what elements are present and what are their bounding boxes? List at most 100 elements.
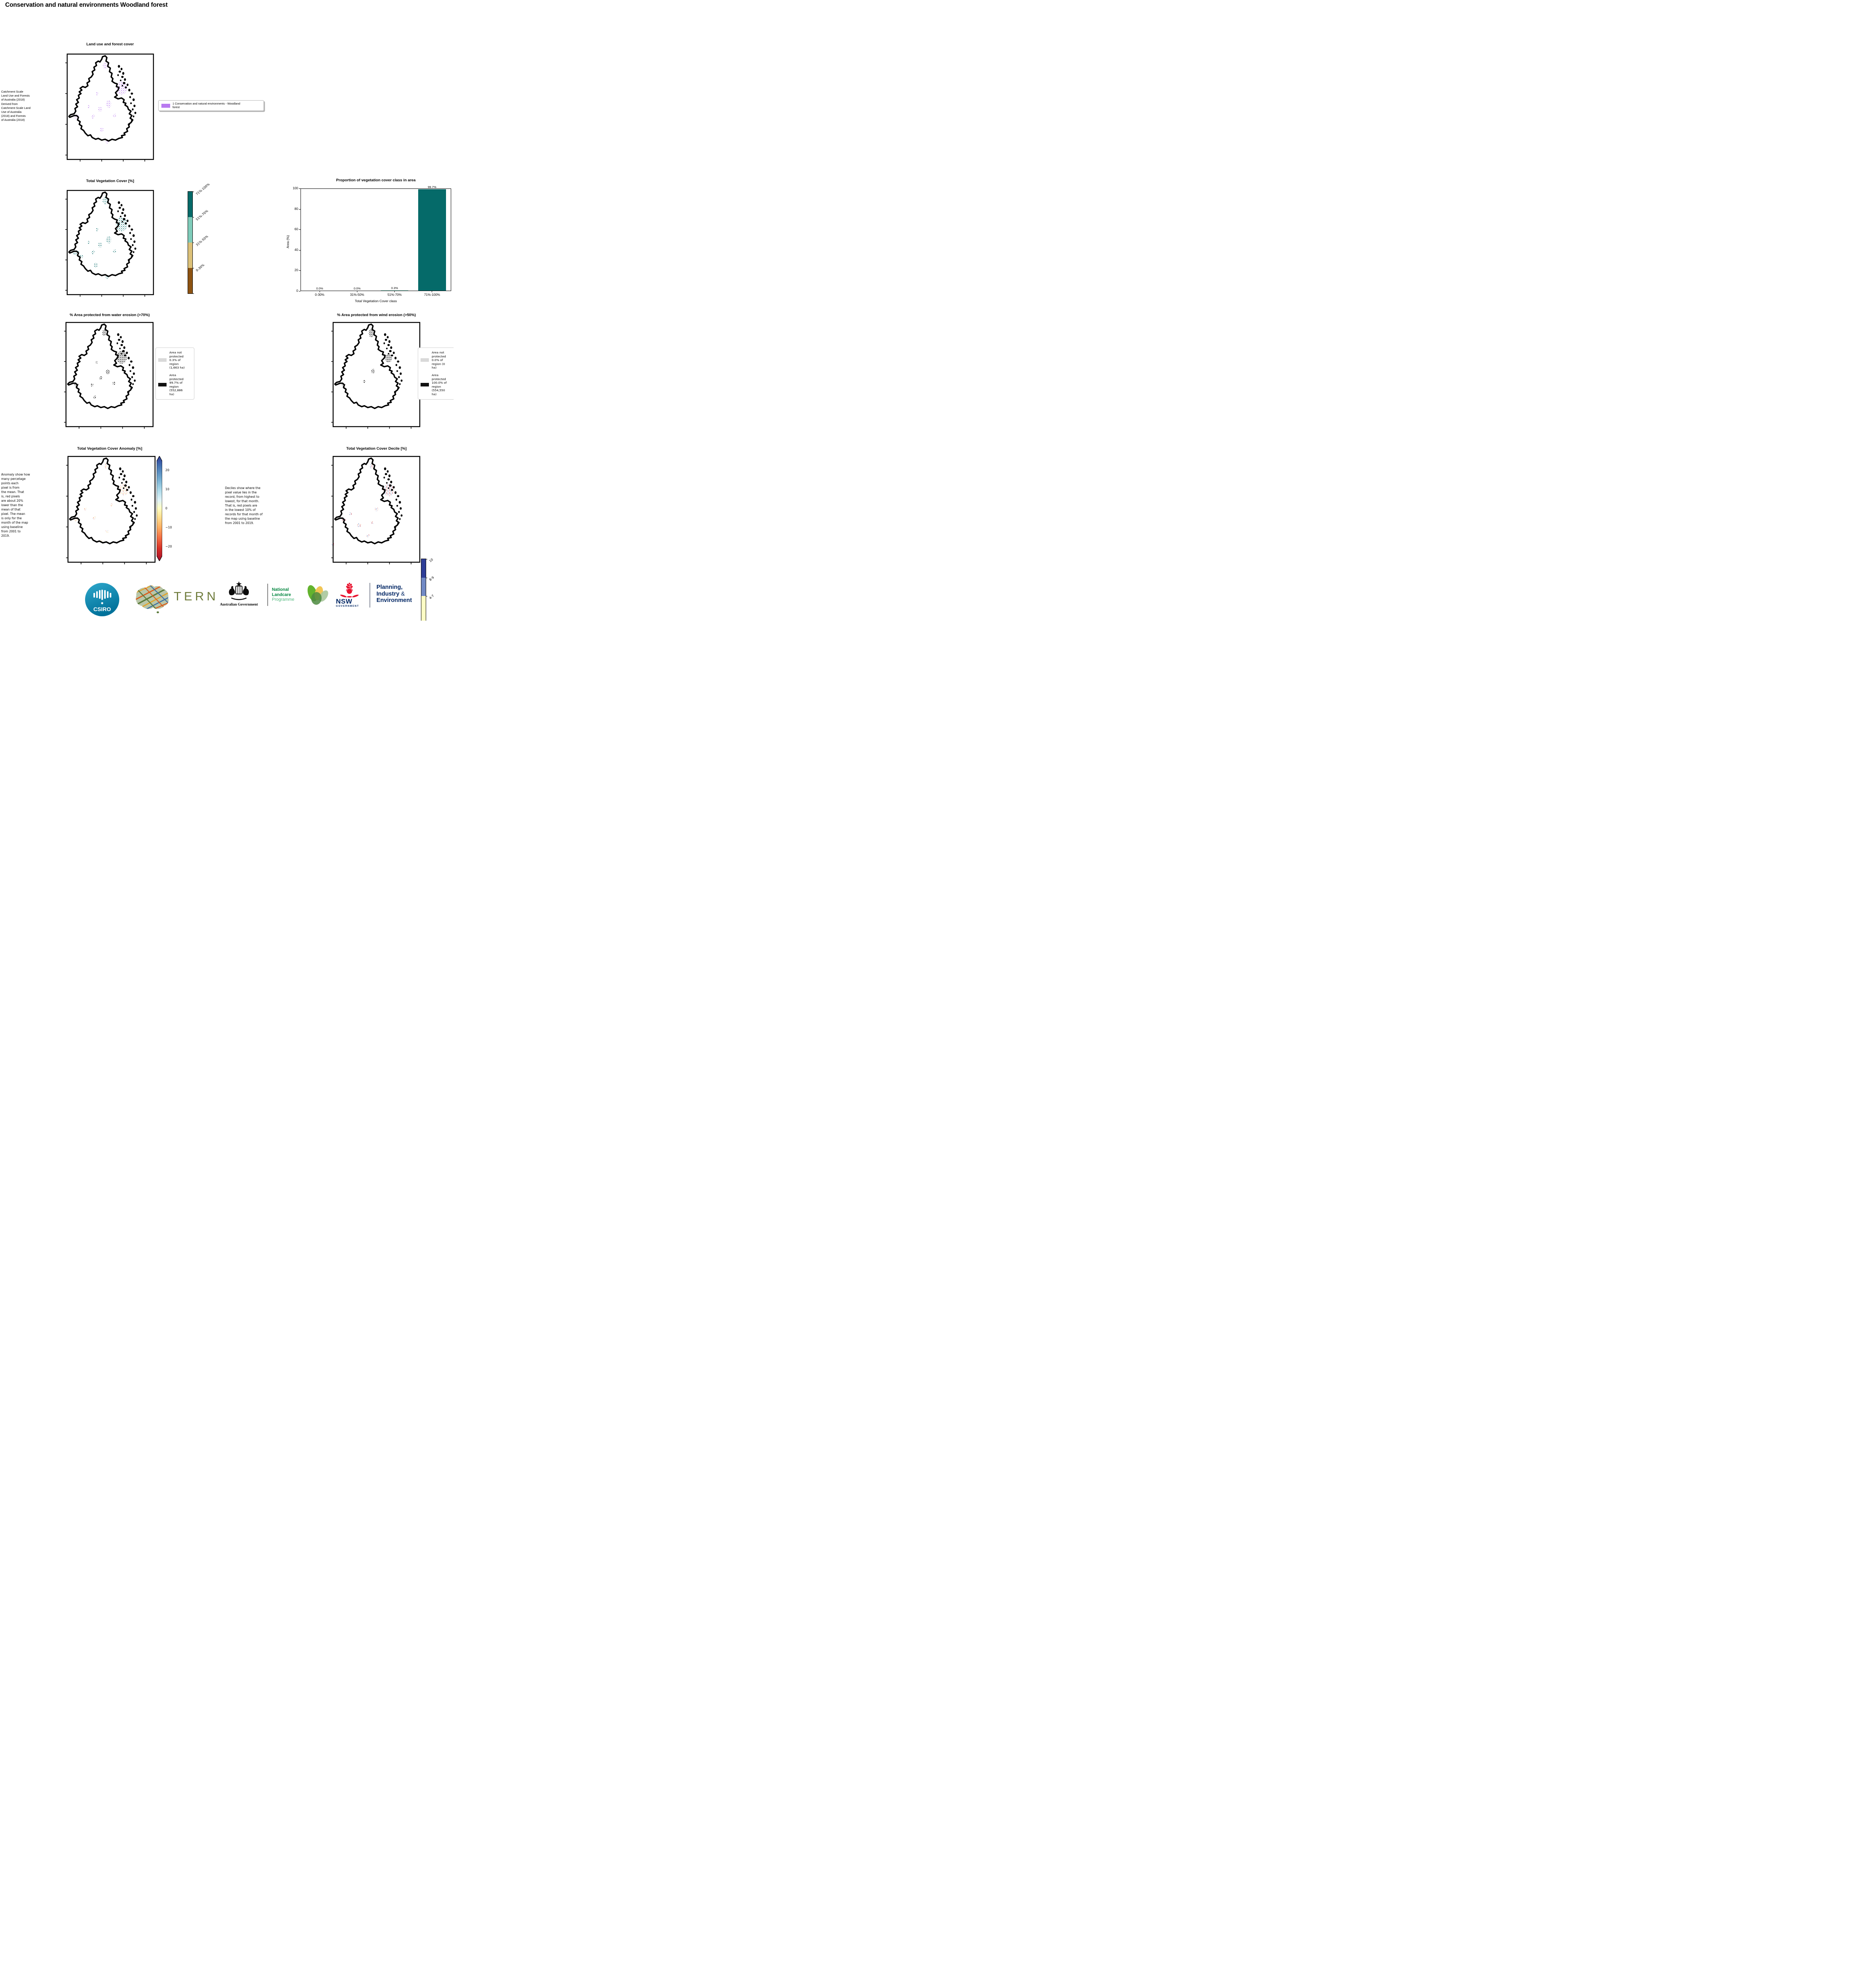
water-erosion-map — [64, 322, 154, 429]
landuse-side-text: Catchment Scale Land Use and Forests of … — [1, 90, 31, 122]
anomaly-side-text: Anomaly show how many percetage points e… — [1, 473, 30, 538]
australian-government-crest — [225, 580, 253, 604]
landcare-line-national: National — [272, 587, 289, 592]
decile-seg-4-7 — [421, 596, 426, 621]
nsw-waratah-icon — [336, 581, 363, 600]
vegcover-class-label-31-50: 31%-50% — [195, 234, 209, 247]
vegcover-class-label-51-70: 51%-70% — [195, 209, 209, 221]
not-protected-swatch — [421, 358, 429, 362]
not-protected-label: Area not protected 0.3% of region (1,663… — [169, 351, 185, 370]
vegcover-colorbar-seg-0-30 — [188, 268, 192, 293]
bar-slot-0-30: 0.0% 0-30% — [301, 189, 338, 297]
bar-slot-51-70: 0.3% 51%-70% — [376, 189, 413, 297]
xtick-51-70: 51%-70% — [387, 293, 402, 297]
ytick-100: 100 — [293, 186, 298, 190]
landcare-line-programme: Programme — [272, 597, 295, 602]
wind-erosion-legend: Area not protected 0.0% of region (0 ha)… — [418, 348, 454, 400]
anomaly-title: Total Vegetation Cover Anomaly [%] — [77, 447, 142, 451]
decile-title: Total Vegetation Cover Decile [%] — [346, 447, 407, 451]
vegcover-class-label-71-100: 71%-100% — [195, 182, 211, 196]
protected-swatch — [421, 383, 429, 387]
ytick-40: 40 — [294, 248, 298, 252]
landcare-line-landcare: Landcare — [272, 592, 291, 597]
decile-map — [331, 456, 421, 565]
bar-value-31-50: 0.0% — [353, 287, 361, 290]
anomaly-tick-minus10: −10 — [165, 526, 172, 529]
xtick-0-30: 0-30% — [315, 293, 324, 297]
water-erosion-title: % Area protected from water erosion (>70… — [70, 313, 150, 317]
ytick-80: 80 — [294, 207, 298, 211]
protected-label: Area protected 99.7% of region (552,886 … — [169, 373, 184, 396]
ytick-60: 60 — [294, 227, 298, 231]
proportion-chart-title: Proportion of vegetation cover class in … — [336, 178, 416, 182]
decile-label-4-7: 4-7 — [429, 594, 435, 600]
xtick-71-100: 71%-100% — [424, 293, 440, 297]
csiro-logo: CSIRO — [85, 582, 120, 619]
landuse-title: Land use and forest cover — [86, 42, 134, 47]
decile-side-text: Deciles show where the pixel value lies … — [225, 486, 263, 525]
landuse-legend: 1 Conservation and natural environments … — [158, 100, 264, 111]
vegcover-title: Total Vegetation Cover [%] — [86, 179, 134, 183]
bar-value-0-30: 0.0% — [316, 287, 323, 290]
vegcover-colorbar-seg-51-70 — [188, 217, 192, 243]
report-page: Conservation and natural environments Wo… — [0, 0, 454, 621]
decile-label-10: 10 — [429, 557, 434, 563]
wind-erosion-legend-not-protected: Area not protected 0.0% of region (0 ha) — [421, 351, 453, 370]
bar-slot-71-100: 99.7% 71%-100% — [413, 185, 451, 297]
anomaly-tick-minus20: −20 — [165, 545, 172, 548]
decile-colorbar: 10 8-9 4-7 2-3 1 — [421, 558, 435, 621]
ytick-0: 0 — [296, 289, 298, 293]
anomaly-colorbar: 20 10 0 −10 −20 — [156, 455, 180, 562]
wind-erosion-legend-protected: Area protected 100.0% of region (554,550… — [421, 373, 453, 396]
not-protected-swatch — [158, 358, 167, 362]
anomaly-tick-20: 20 — [165, 468, 169, 472]
planning-line-2: Industry & — [376, 590, 405, 597]
protected-swatch — [158, 383, 167, 387]
tern-logo — [132, 584, 172, 617]
planning-line-3: Environment — [376, 597, 412, 604]
bar-71-100: 99.7% — [418, 185, 446, 291]
protected-label: Area protected 100.0% of region (554,550… — [432, 373, 447, 396]
page-title: Conservation and natural environments Wo… — [5, 2, 168, 8]
ampersand: & — [401, 590, 405, 597]
planning-industry-environment-wordmark: Planning, Industry & Environment — [376, 584, 412, 604]
decile-seg-8-9 — [421, 578, 426, 596]
bar-value-51-70: 0.3% — [391, 286, 398, 290]
water-erosion-legend-protected: Area protected 99.7% of region (552,886 … — [158, 373, 192, 396]
csiro-label: CSIRO — [93, 606, 111, 612]
anomaly-tick-10: 10 — [165, 487, 169, 491]
planning-line-1: Planning, — [376, 584, 403, 590]
proportion-chart-ylabel: Area (%) — [286, 235, 290, 248]
anomaly-map — [66, 456, 156, 565]
australian-government-label: Australian Government — [220, 603, 258, 607]
xtick-31-50: 31%-50% — [350, 293, 365, 297]
bar-value-71-100: 99.7% — [428, 185, 436, 189]
wind-erosion-map — [331, 322, 421, 429]
nsw-label: NSW — [336, 598, 353, 605]
proportion-chart-xlabel: Total Vegetation Cover class — [355, 299, 397, 303]
landuse-legend-label: 1 Conservation and natural environments … — [173, 102, 240, 109]
not-protected-label: Area not protected 0.0% of region (0 ha) — [432, 351, 446, 370]
bar-51-70: 0.3% — [380, 286, 409, 291]
anomaly-tick-0: 0 — [165, 507, 167, 510]
wind-erosion-title: % Area protected from wind erosion (>50%… — [337, 313, 416, 317]
vegcover-map — [65, 190, 154, 297]
vegcover-colorbar-seg-31-50 — [188, 243, 192, 268]
water-erosion-legend: Area not protected 0.3% of region (1,663… — [155, 348, 194, 400]
vegcover-colorbar: 71%-100% 51%-70% 31%-50% 0-30% — [188, 182, 210, 294]
landuse-map — [65, 53, 154, 162]
vegcover-colorbar-seg-71-100 — [188, 192, 192, 217]
decile-seg-10 — [421, 559, 426, 578]
ytick-20: 20 — [294, 268, 298, 272]
vegcover-class-label-0-30: 0-30% — [195, 263, 206, 272]
landcare-wordmark: National Landcare Programme — [272, 587, 294, 602]
proportion-chart: 0.0% 0-30% 0.0% 31%-50% 0.3% 51%-70% 99.… — [286, 185, 451, 303]
landuse-legend-swatch — [161, 103, 170, 108]
nsw-government-label: GOVERNMENT — [336, 605, 359, 608]
bar-slot-31-50: 0.0% 31%-50% — [338, 189, 376, 297]
tern-label: TERN — [174, 589, 219, 603]
decile-label-8-9: 8-9 — [429, 575, 435, 582]
water-erosion-legend-not-protected: Area not protected 0.3% of region (1,663… — [158, 351, 192, 370]
proportion-chart-plot-area: 0.0% 0-30% 0.0% 31%-50% 0.3% 51%-70% 99.… — [301, 185, 451, 297]
landcare-leaf-icon — [304, 584, 332, 609]
